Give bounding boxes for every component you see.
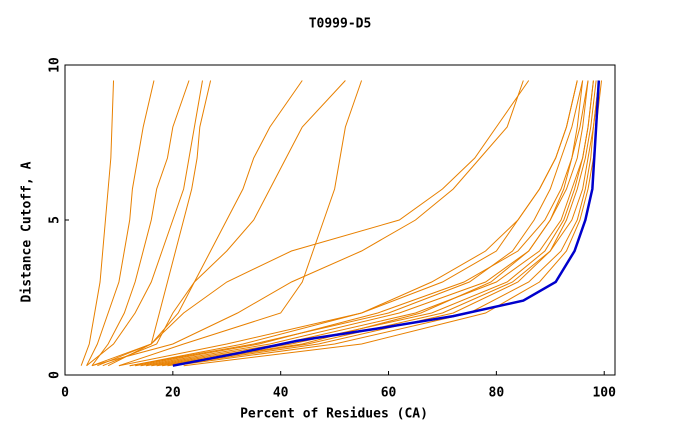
series-line (129, 80, 578, 367)
series-line (129, 80, 584, 367)
series-line (91, 80, 212, 367)
y-axis-label: Distance Cutoff, A (20, 161, 35, 302)
series-line (167, 80, 600, 367)
series-line (118, 80, 363, 367)
chart-title: T0999-D5 (309, 17, 372, 32)
x-tick-label: 60 (381, 386, 397, 401)
series-line (140, 80, 589, 367)
series-line (135, 80, 589, 367)
plot-frame (64, 64, 616, 376)
series-line (91, 80, 524, 367)
series-line (91, 80, 190, 366)
x-axis-label: Percent of Residues (CA) (240, 407, 428, 422)
y-tick-label: 0 (48, 371, 63, 379)
series-line (86, 80, 203, 367)
series-line (156, 80, 584, 367)
series-line (97, 80, 530, 367)
series-line (183, 80, 603, 367)
x-tick-label: 20 (165, 386, 181, 401)
series-line (107, 80, 303, 367)
series-line (102, 80, 346, 367)
series-line (80, 80, 115, 366)
series-line (145, 80, 594, 367)
y-tick-label: 5 (48, 216, 63, 224)
x-tick-label: 0 (61, 386, 69, 401)
x-tick-label: 80 (489, 386, 505, 401)
series-line (161, 80, 597, 367)
series-line (86, 80, 155, 366)
series-line (172, 80, 600, 367)
x-tick-label: 100 (592, 386, 616, 401)
series-line (172, 80, 601, 367)
y-tick-label: 10 (48, 57, 63, 73)
x-tick-label: 40 (273, 386, 289, 401)
